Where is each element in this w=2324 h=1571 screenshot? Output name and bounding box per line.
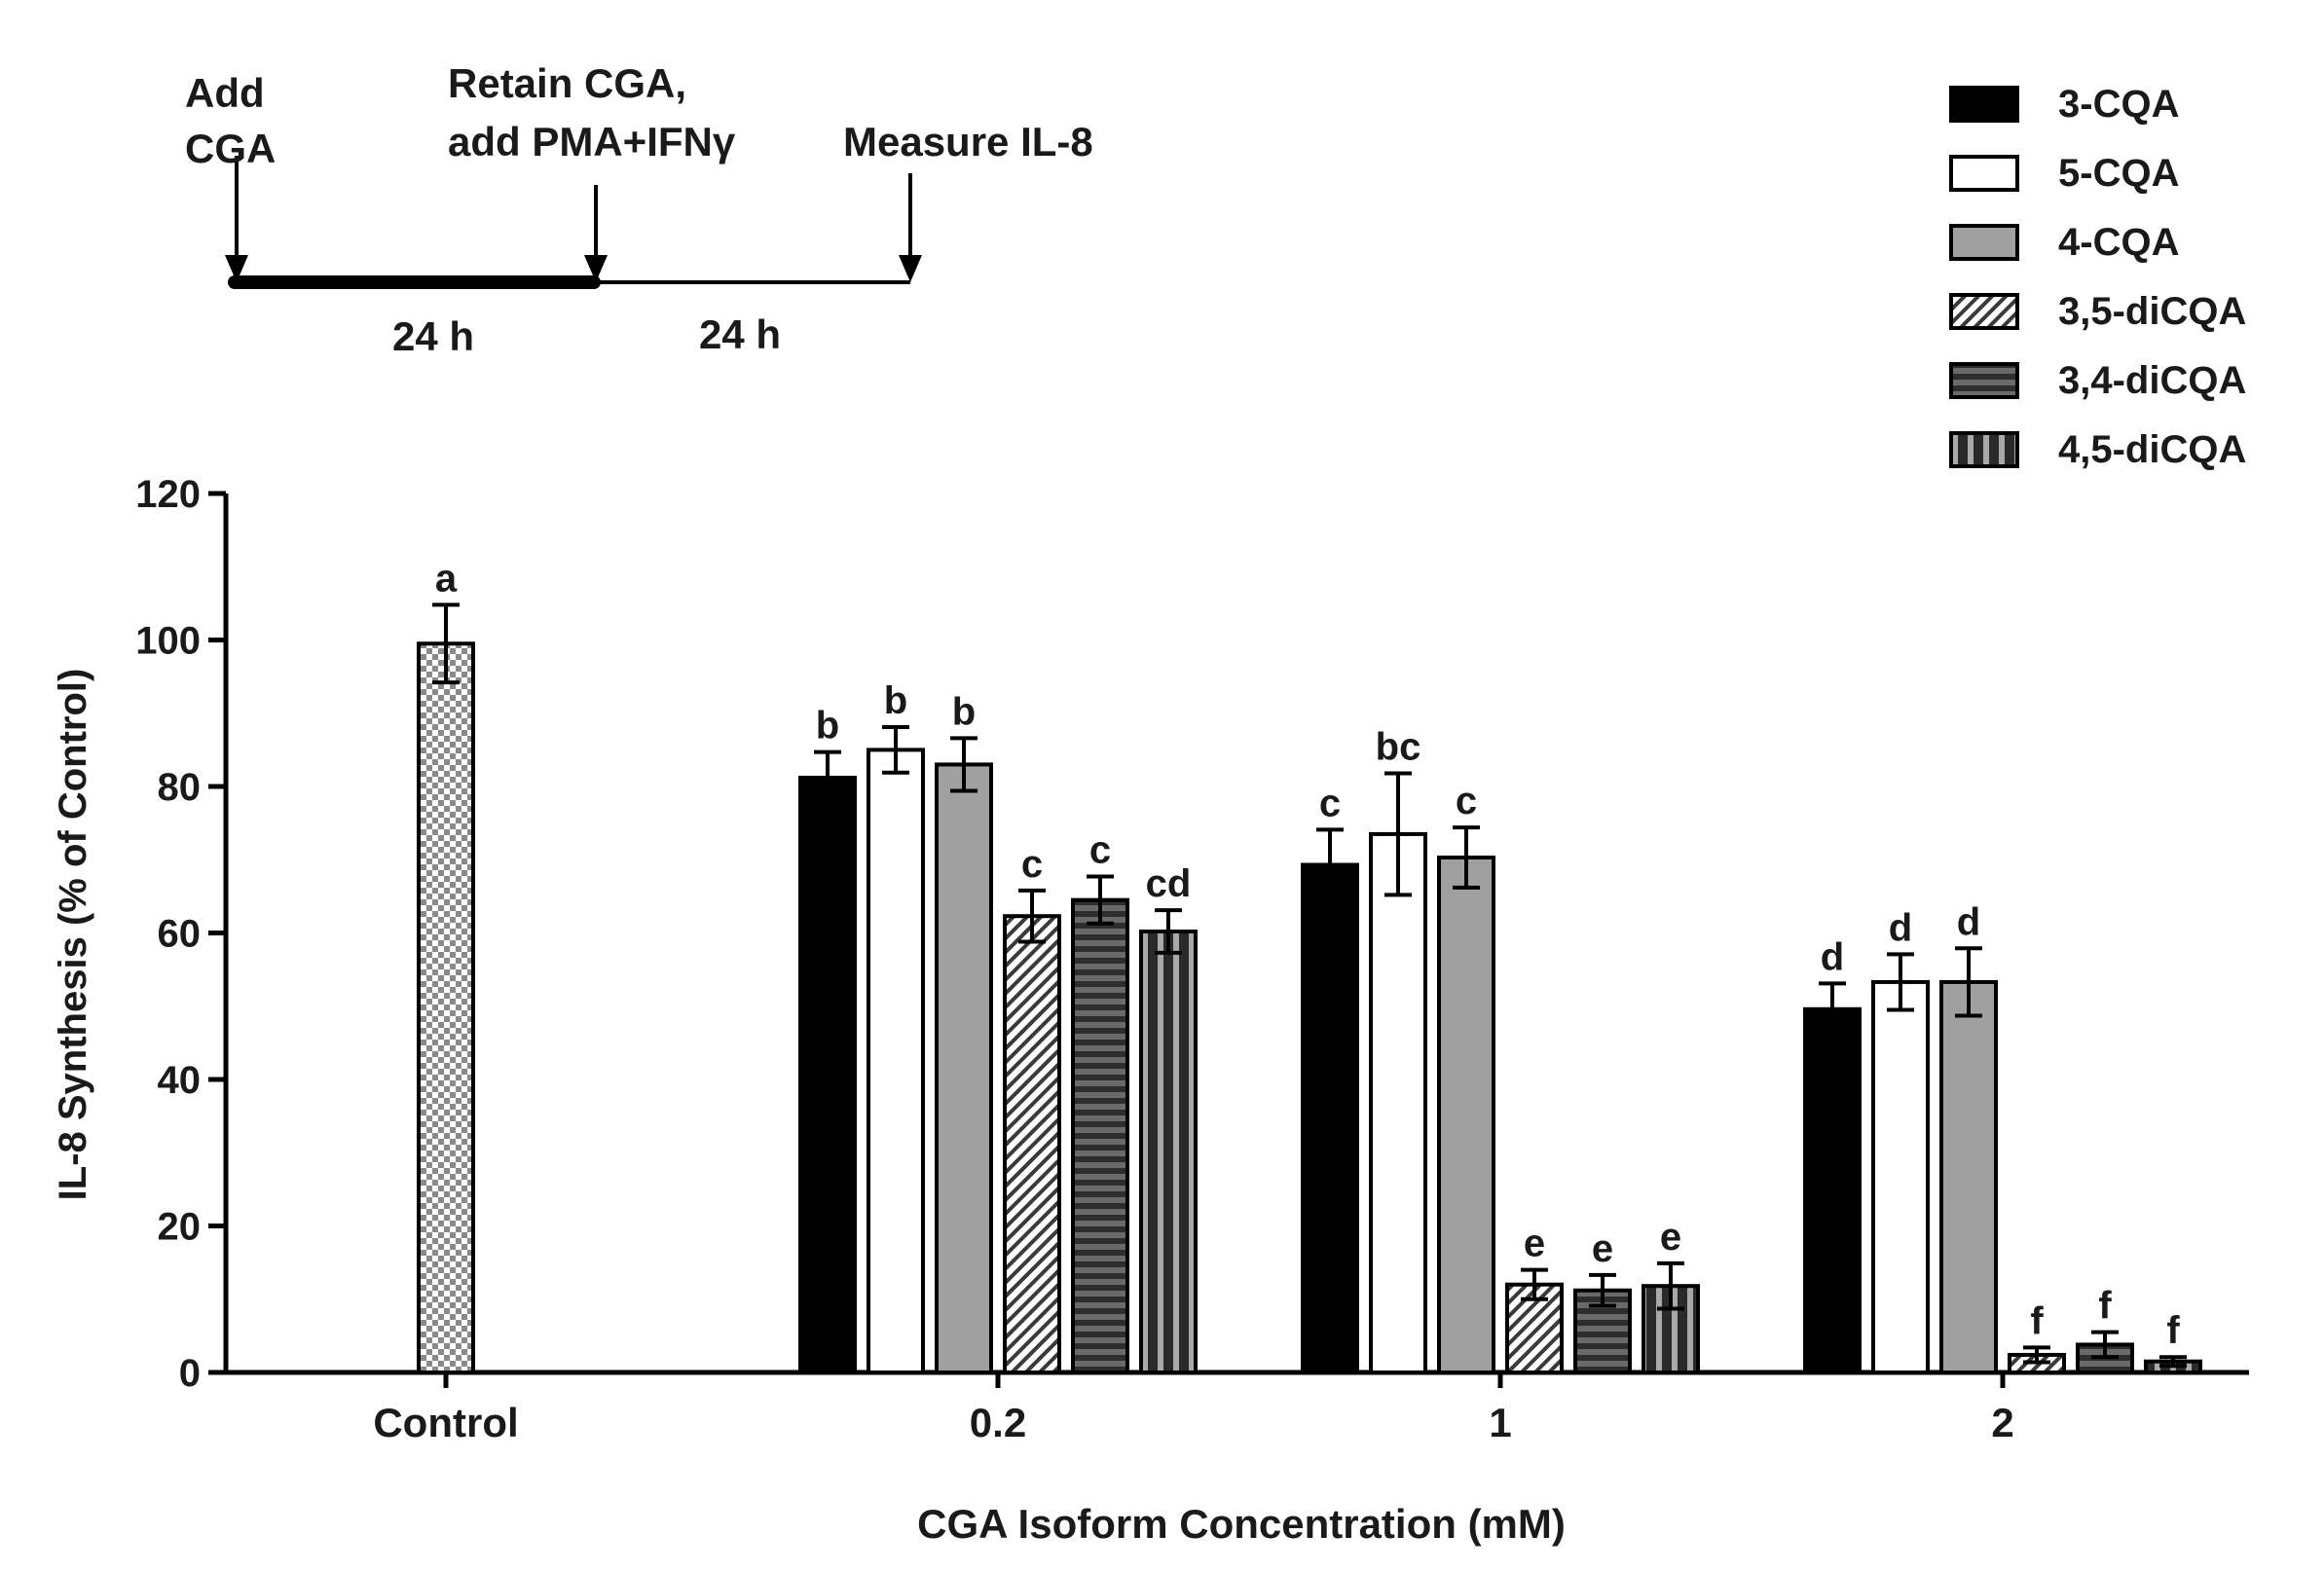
bar-5-CQA-2 [1871, 979, 1930, 1374]
y-tick-label-120: 120 [135, 473, 201, 516]
bar-control [417, 641, 475, 1374]
legend-swatch-4-CQA [1949, 224, 2019, 261]
x-tick-label-0.2: 0.2 [970, 1400, 1026, 1445]
y-tick-label-40: 40 [158, 1059, 202, 1102]
x-tick-label-1: 1 [1489, 1400, 1511, 1445]
significance-letter-4,5-diCQA-1: e [1660, 1216, 1681, 1259]
bar-3-CQA-1 [1301, 862, 1359, 1374]
y-tick-label-60: 60 [158, 913, 202, 956]
timeline-step3: Measure IL-8 [843, 119, 1093, 164]
bar-4-CQA-1 [1437, 855, 1495, 1374]
x-tick-label-Control: Control [373, 1400, 518, 1445]
significance-letter-3,4-diCQA-0.2: c [1089, 829, 1111, 872]
timeline-period1: 24 h [392, 313, 474, 359]
timeline-step1-line1: Add [185, 70, 265, 116]
bar-4-CQA-0.2 [935, 762, 993, 1374]
timeline-schematic: Add CGA Retain CGA, add PMA+IFNγ Measure… [185, 60, 1093, 359]
bar-4,5-diCQA-0.2 [1139, 929, 1198, 1374]
significance-letter-3,5-diCQA-1: e [1524, 1223, 1545, 1265]
significance-letter-3,5-diCQA-0.2: c [1021, 843, 1043, 886]
arrowhead-measure-il8 [899, 255, 922, 282]
y-tick-label-20: 20 [158, 1206, 202, 1249]
significance-letter-3-CQA-1: c [1319, 782, 1341, 824]
x-axis-label: CGA Isoform Concentration (mM) [917, 1501, 1566, 1547]
significance-letter-3,4-diCQA-2: f [2098, 1285, 2112, 1328]
bar-3,4-diCQA-0.2 [1071, 897, 1129, 1374]
significance-letter-4,5-diCQA-0.2: cd [1146, 862, 1192, 905]
bar-5-CQA-1 [1369, 831, 1427, 1374]
timeline-period2: 24 h [699, 311, 781, 357]
legend: 3-CQA 5-CQA 4-CQA 3,5-diCQA 3,4-diCQA 4,5-diC… [1949, 83, 2246, 471]
x-tick-label-2: 2 [1991, 1400, 2013, 1445]
timeline-step2-line2: add PMA+IFNγ [448, 119, 736, 164]
y-tick-label-100: 100 [135, 620, 201, 663]
legend-label-3,5-diCQA: 3,5-diCQA [2058, 290, 2246, 333]
bar-4-CQA-2 [1939, 979, 1998, 1374]
significance-letter-4,5-diCQA-2: f [2166, 1309, 2180, 1352]
arrowhead-add-cga [225, 255, 248, 282]
significance-letter-4-CQA-1: c [1456, 780, 1477, 822]
arrowhead-retain-cga [584, 255, 608, 282]
legend-label-3,4-diCQA: 3,4-diCQA [2058, 359, 2246, 402]
legend-label-4-CQA: 4-CQA [2058, 221, 2179, 264]
significance-letter-5-CQA-1: bc [1376, 725, 1421, 768]
significance-letter-4-CQA-2: d [1957, 900, 1980, 943]
significance-letter-5-CQA-2: d [1889, 906, 1912, 949]
significance-letter-4-CQA-0.2: b [952, 690, 976, 733]
significance-letter-3-CQA-2: d [1821, 935, 1844, 978]
legend-swatch-3,5-diCQA [1949, 293, 2019, 330]
bar-3-CQA-0.2 [798, 775, 857, 1374]
legend-swatch-3-CQA [1949, 86, 2019, 123]
significance-letter-5-CQA-0.2: b [884, 679, 907, 722]
bar-5-CQA-0.2 [867, 748, 925, 1374]
timeline-step1-line2: CGA [185, 126, 276, 171]
timeline-step2-line1: Retain CGA, [448, 60, 686, 106]
legend-swatch-4,5-diCQA [1949, 431, 2019, 468]
legend-label-3-CQA: 3-CQA [2058, 83, 2179, 126]
legend-label-4,5-diCQA: 4,5-diCQA [2058, 428, 2246, 471]
significance-letter-3,5-diCQA-2: f [2030, 1299, 2044, 1342]
y-tick-label-0: 0 [179, 1352, 201, 1395]
y-axis-label: IL-8 Synthesis (% of Control) [52, 669, 94, 1201]
significance-letter-3,4-diCQA-1: e [1592, 1227, 1613, 1270]
bar-3-CQA-2 [1803, 1006, 1862, 1374]
bar-3,5-diCQA-0.2 [1003, 914, 1061, 1374]
significance-letter-3-CQA-0.2: b [816, 705, 839, 748]
y-tick-label-80: 80 [158, 766, 202, 809]
legend-label-5-CQA: 5-CQA [2058, 152, 2179, 195]
legend-swatch-5-CQA [1949, 155, 2019, 192]
significance-letter-control: a [435, 557, 458, 600]
legend-swatch-3,4-diCQA [1949, 362, 2019, 399]
